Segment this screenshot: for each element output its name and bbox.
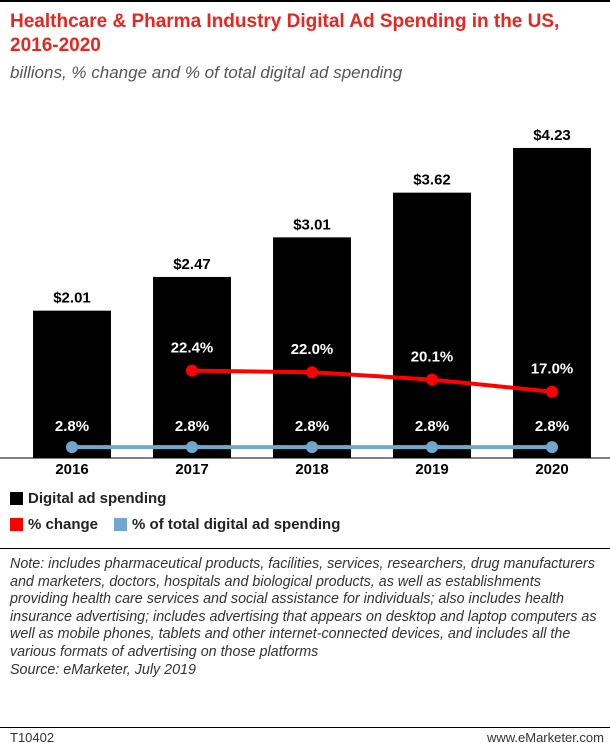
- bar: [513, 147, 591, 459]
- x-tick-label: 2019: [415, 461, 448, 478]
- legend-swatch: [10, 518, 23, 531]
- chart: 2016 2017 2018 2019 2020 $2.01 $2.47 $3.01 $3.62…: [0, 127, 610, 478]
- line-value-label: 2.8%: [175, 418, 209, 435]
- legend: % change % of total digital ad spending: [10, 516, 340, 533]
- line-value-label: 22.4%: [171, 340, 214, 357]
- line-point: [426, 441, 438, 454]
- bar-value-label: $4.23: [533, 127, 571, 144]
- x-tick-label: 2018: [295, 461, 328, 478]
- bottom-rule: [0, 727, 610, 728]
- legend-swatch: [114, 518, 128, 531]
- source: Source: eMarketer, July 2019: [10, 661, 196, 678]
- line-series: [191, 368, 553, 394]
- bar-value-label: $2.47: [173, 256, 211, 273]
- separator: [0, 548, 610, 549]
- bar: [273, 237, 351, 458]
- line-point: [186, 441, 198, 454]
- chart-subtitle: billions, % change and % of total digita…: [10, 63, 403, 82]
- line-point: [306, 441, 318, 454]
- legend-label: % of total digital ad spending: [132, 516, 341, 533]
- line-value-label: 2.8%: [295, 418, 329, 435]
- bar: [393, 192, 471, 458]
- note: Note: includes pharmaceutical products, …: [10, 556, 600, 679]
- line-value-label: 2.8%: [535, 418, 569, 435]
- bar-value-label: $3.01: [293, 216, 331, 233]
- bar-value-label: $3.62: [413, 172, 451, 189]
- x-tick-label: 2017: [175, 461, 208, 478]
- bar: [33, 310, 111, 458]
- chart-id: T10402: [10, 730, 55, 743]
- legend-label: % change: [28, 516, 99, 533]
- note-text: Note: includes pharmaceutical products, …: [10, 556, 597, 660]
- legend-swatch: [10, 492, 23, 505]
- bar-value-label: $2.01: [53, 290, 91, 307]
- x-tick-label: 2020: [535, 461, 568, 478]
- legend-label: Digital ad spending: [28, 490, 167, 507]
- x-tick-label: 2016: [55, 461, 88, 478]
- line-value-label: 2.8%: [55, 418, 89, 435]
- legend-item: Digital ad spending: [10, 490, 166, 507]
- line-point: [66, 441, 78, 454]
- line-point: [306, 366, 318, 379]
- line-point: [546, 441, 558, 454]
- line-point: [186, 364, 198, 377]
- top-rule: [0, 0, 610, 2]
- website: www.eMarketer.com: [486, 730, 604, 743]
- line-point: [426, 373, 438, 386]
- line-value-label: 2.8%: [415, 418, 449, 435]
- chart-title: Healthcare & Pharma Industry Digital Ad …: [10, 11, 560, 56]
- line-value-label: 22.0%: [291, 341, 334, 358]
- line-point: [546, 385, 558, 398]
- line-value-label: 17.0%: [531, 361, 574, 378]
- line-value-label: 20.1%: [411, 349, 454, 366]
